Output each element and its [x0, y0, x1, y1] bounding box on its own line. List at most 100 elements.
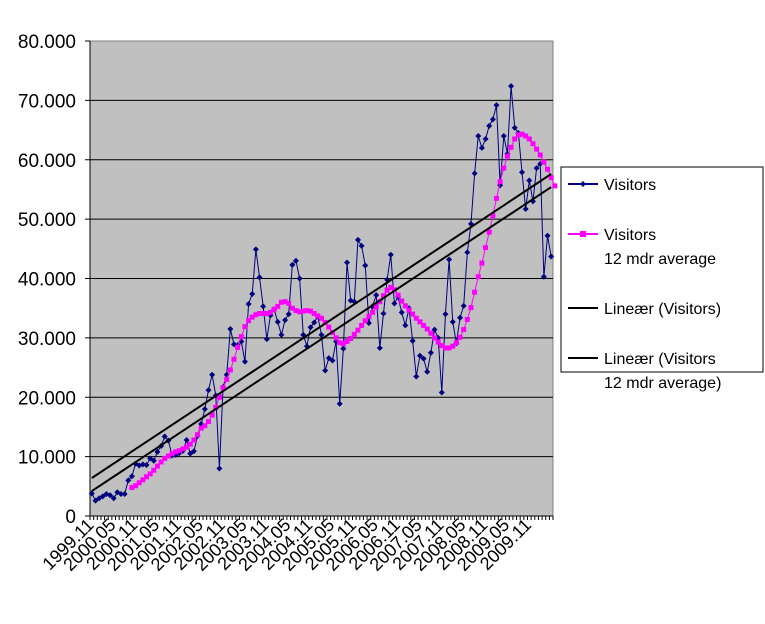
data-point: [88, 490, 95, 497]
data-point: [337, 340, 343, 346]
y-tick-label: 30.000: [18, 329, 76, 350]
data-point: [366, 314, 372, 319]
data-point: [348, 335, 354, 341]
y-tick-label: 50.000: [18, 210, 76, 231]
data-point: [308, 308, 314, 314]
data-point: [282, 317, 289, 324]
data-point: [515, 132, 521, 138]
legend-label: Lineær (Visitors): [604, 301, 721, 318]
data-point: [424, 368, 431, 375]
data-point: [235, 344, 241, 350]
data-point: [359, 322, 365, 328]
data-point: [402, 322, 409, 329]
data-point: [438, 389, 445, 396]
data-point: [355, 327, 361, 333]
y-tick-label: 20.000: [18, 388, 76, 409]
data-point: [471, 170, 478, 177]
legend-entry: Lineær (Visitors): [568, 301, 721, 318]
data-point: [326, 324, 332, 330]
data-point: [468, 305, 474, 311]
data-point: [548, 253, 555, 260]
data-point: [220, 385, 226, 391]
y-axis: 0 10.000 20.000 30.000 40.000 50.000 60.000 70.…: [18, 32, 91, 528]
data-point: [195, 432, 201, 438]
data-point: [370, 309, 376, 315]
data-point: [107, 492, 114, 499]
data-point: [340, 341, 346, 347]
data-point: [522, 206, 529, 213]
data-point: [362, 262, 369, 269]
data-point: [420, 355, 427, 362]
data-point: [508, 83, 515, 90]
data-point: [421, 322, 427, 328]
data-point: [406, 307, 412, 313]
data-point: [391, 300, 398, 307]
y-tick-label: 0: [65, 507, 76, 528]
data-point: [464, 316, 470, 322]
data-point: [460, 302, 467, 309]
data-point: [490, 213, 496, 219]
data-point: [344, 338, 350, 344]
legend-entry: Lineær (Visitors 12 mdr average): [568, 351, 721, 392]
data-point: [256, 274, 263, 281]
data-point: [399, 298, 405, 304]
data-point: [117, 491, 124, 498]
data-point: [464, 249, 471, 256]
data-point: [442, 311, 449, 318]
data-point: [296, 275, 303, 282]
data-point: [187, 441, 193, 447]
data-point: [271, 306, 277, 312]
data-point: [318, 331, 325, 338]
data-point: [300, 308, 306, 314]
data-point: [154, 448, 161, 455]
data-point: [333, 335, 339, 341]
y-tick-label: 70.000: [18, 91, 76, 112]
data-point: [293, 308, 299, 314]
data-point: [216, 465, 223, 472]
legend-marker: [580, 181, 586, 187]
y-tick-label: 40.000: [18, 270, 76, 291]
data-point: [373, 304, 379, 310]
data-point: [92, 497, 99, 504]
data-point: [227, 367, 233, 373]
data-point: [275, 303, 281, 309]
data-point: [427, 349, 434, 356]
data-point: [461, 327, 467, 333]
data-point: [449, 318, 456, 325]
data-point: [161, 433, 168, 440]
data-point: [497, 179, 503, 185]
data-point: [479, 260, 485, 266]
legend-label: Lineær (Visitors: [604, 351, 716, 368]
data-point: [158, 459, 164, 465]
data-point: [289, 305, 295, 311]
data-point: [486, 122, 493, 129]
data-point: [147, 455, 154, 462]
data-point: [322, 367, 329, 374]
data-point: [446, 256, 453, 263]
data-point: [530, 141, 536, 147]
data-point: [336, 400, 343, 407]
data-point: [508, 144, 514, 150]
data-point: [526, 177, 533, 184]
data-point: [478, 144, 485, 151]
data-point: [493, 102, 500, 109]
data-point: [143, 461, 150, 468]
data-point: [439, 343, 445, 349]
data-point: [198, 425, 204, 431]
legend-label: Visitors: [604, 227, 656, 244]
data-point: [216, 394, 222, 400]
data-point: [304, 308, 310, 314]
data-point: [500, 133, 507, 139]
data-point: [311, 319, 318, 326]
data-point: [125, 477, 132, 484]
legend-box: [560, 166, 764, 373]
data-point: [402, 303, 408, 309]
data-point: [136, 480, 142, 486]
data-point: [486, 229, 492, 235]
data-point: [140, 477, 146, 483]
data-point: [453, 340, 459, 346]
data-point: [151, 467, 157, 473]
data-point: [340, 345, 347, 352]
data-point: [180, 446, 186, 452]
data-point: [526, 136, 532, 142]
